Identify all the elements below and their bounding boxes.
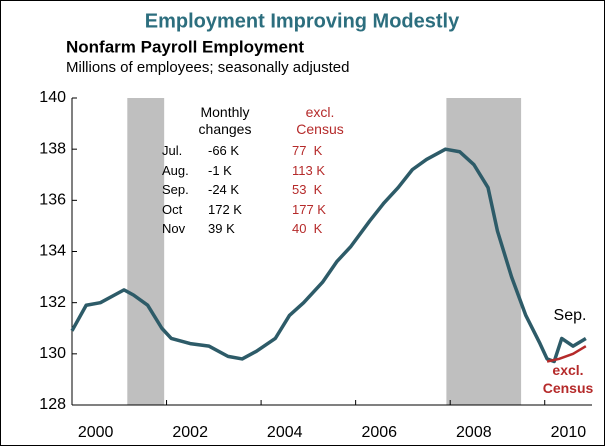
series-label: excl. Census bbox=[542, 362, 594, 396]
x-tick-label: 2000 bbox=[78, 424, 114, 441]
y-tick-label: 134 bbox=[39, 243, 66, 260]
recession-shade bbox=[127, 98, 165, 405]
table-header: excl. Census bbox=[296, 104, 344, 137]
series-line bbox=[546, 345, 587, 363]
recession-shade bbox=[446, 98, 522, 405]
y-tick-label: 140 bbox=[39, 89, 66, 106]
y-tick-label: 138 bbox=[39, 140, 66, 157]
y-tick-label: 130 bbox=[39, 345, 66, 362]
table-cell: 39 K bbox=[208, 221, 235, 236]
y-tick-label: 132 bbox=[39, 294, 66, 311]
y-axis-label: Millions of employees; seasonally adjust… bbox=[66, 59, 349, 76]
annotation: Sep. bbox=[554, 307, 587, 324]
table-cell: 113 K bbox=[292, 162, 326, 178]
chart-subtitle: Nonfarm Payroll Employment bbox=[66, 37, 304, 56]
table-cell: -1 K bbox=[208, 162, 232, 178]
table-header: Monthly changes bbox=[198, 104, 252, 137]
table-cell: 53 K bbox=[292, 182, 323, 197]
table-cell: Aug. bbox=[162, 162, 189, 178]
table-cell: 177 K bbox=[292, 201, 326, 217]
table-cell: 40 K bbox=[292, 221, 323, 236]
table-cell: Sep. bbox=[162, 182, 189, 197]
x-tick-label: 2006 bbox=[361, 424, 397, 441]
y-tick-label: 136 bbox=[39, 192, 66, 209]
table-cell: Oct bbox=[162, 201, 183, 217]
x-tick-label: 2008 bbox=[456, 424, 492, 441]
x-tick-label: 2004 bbox=[267, 424, 303, 441]
table-cell: -24 K bbox=[208, 182, 240, 197]
table-cell: 77 K bbox=[292, 143, 323, 158]
x-tick-label: 2002 bbox=[172, 424, 208, 441]
series-line bbox=[70, 147, 587, 364]
y-tick-label: 128 bbox=[39, 396, 66, 413]
table-cell: Jul. bbox=[162, 143, 183, 158]
table-cell: Nov bbox=[162, 221, 186, 236]
x-tick-label: 2010 bbox=[551, 424, 587, 441]
chart-title: Employment Improving Modestly bbox=[145, 10, 460, 32]
table-cell: 172 K bbox=[208, 201, 242, 217]
table-cell: -66 K bbox=[208, 143, 240, 158]
